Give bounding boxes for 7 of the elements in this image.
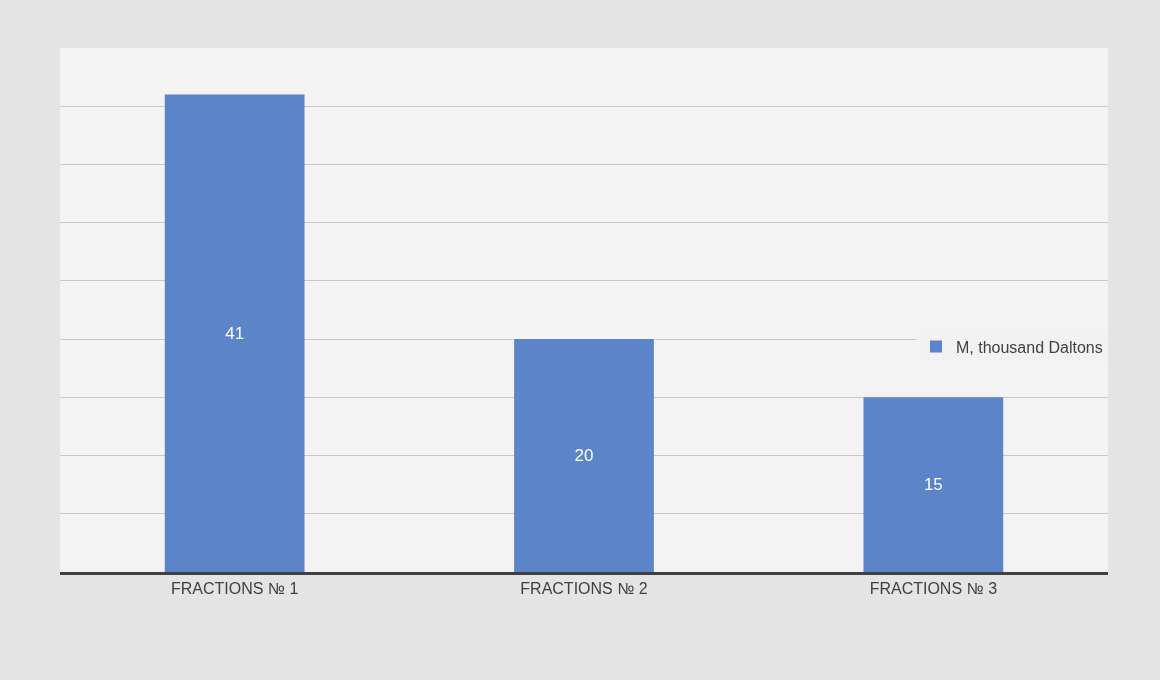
x-tick-label: FRACTIONS № 3 xyxy=(869,580,998,598)
legend-label: M, thousand Daltons xyxy=(956,338,1103,356)
x-tick-label: FRACTIONS № 2 xyxy=(520,580,648,598)
data-label: 15 xyxy=(923,475,943,495)
data-label: 41 xyxy=(225,323,245,343)
x-tick-label: FRACTIONS № 1 xyxy=(170,580,299,598)
data-label: 20 xyxy=(574,446,594,466)
